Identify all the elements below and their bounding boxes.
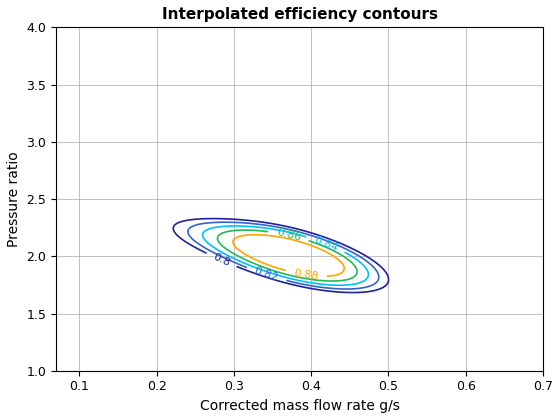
Text: 0.84: 0.84 [312, 234, 339, 253]
Text: 0.8: 0.8 [211, 252, 231, 268]
X-axis label: Corrected mass flow rate g/s: Corrected mass flow rate g/s [199, 399, 399, 413]
Text: 0.86: 0.86 [276, 228, 302, 243]
Text: 0.82: 0.82 [253, 266, 280, 284]
Text: 0.88: 0.88 [293, 268, 319, 281]
Title: Interpolated efficiency contours: Interpolated efficiency contours [162, 7, 437, 22]
Y-axis label: Pressure ratio: Pressure ratio [7, 151, 21, 247]
